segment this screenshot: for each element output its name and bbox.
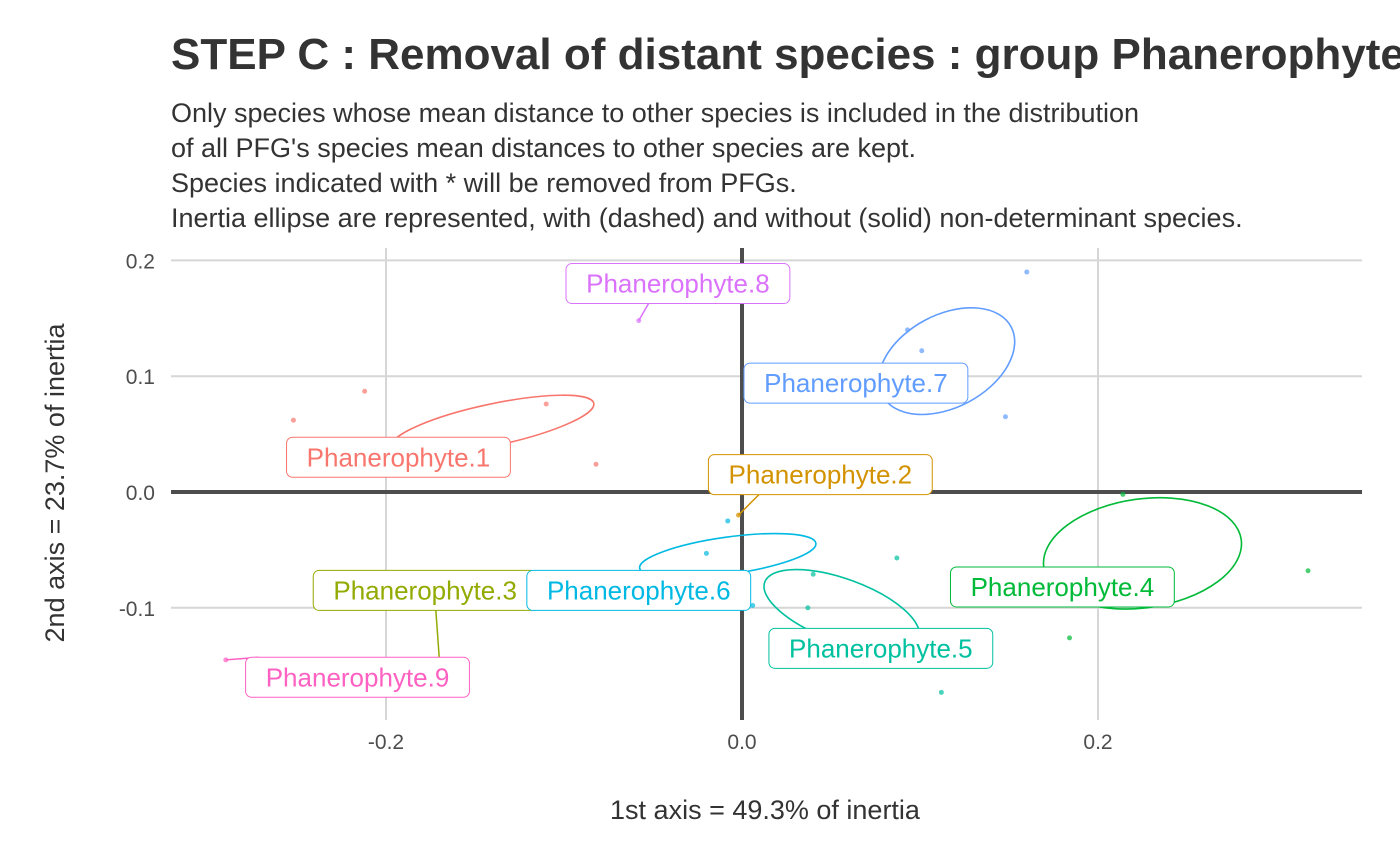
group-labels: Phanerophyte.1 Phanerophyte.2 Phanerophyte… (225, 263, 1175, 698)
species-point (1002, 414, 1008, 420)
group-label-text: Phanerophyte.5 (789, 633, 973, 663)
group-label: Phanerophyte.1 (286, 436, 511, 478)
group-label-text: Phanerophyte.3 (333, 575, 517, 605)
grid-lines (171, 248, 1362, 720)
species-point (810, 571, 816, 577)
group-label-box (949, 566, 1175, 608)
species-point (290, 417, 296, 423)
group-label: Phanerophyte.9 (245, 656, 470, 698)
label-leader-line (638, 303, 650, 321)
species-point (894, 555, 900, 561)
chart-subtitle: Only species whose mean distance to othe… (171, 96, 1243, 236)
group-label-text: Phanerophyte.1 (307, 442, 491, 472)
group-label: Phanerophyte.6 (526, 569, 752, 611)
y-tick-label: 0.0 (126, 482, 155, 505)
species-point (919, 348, 925, 354)
x-tick-label: 0.2 (1083, 731, 1112, 754)
y-tick-label: 0.1 (126, 366, 155, 389)
species-point (543, 401, 549, 407)
group-label: Phanerophyte.8 (565, 263, 791, 305)
species-point (1067, 635, 1073, 641)
species-point (1024, 269, 1030, 275)
species-point (805, 605, 811, 611)
group-label: Phanerophyte.3 (312, 569, 538, 611)
species-point (905, 327, 911, 333)
tick-labels: -0.2 0.0 0.2 0.2 0.1 0.0 -0.1 (119, 250, 1113, 754)
x-axis-title: 1st axis = 49.3% of inertia (610, 795, 921, 825)
species-point (593, 461, 599, 467)
label-leader-line (737, 494, 760, 516)
species-point (750, 602, 756, 608)
group-label-text: Phanerophyte.2 (729, 460, 913, 490)
subtitle-line-2: of all PFG's species mean distances to o… (171, 133, 917, 163)
group-label: Phanerophyte.2 (707, 454, 933, 496)
x-tick-label: -0.2 (368, 731, 404, 754)
group-label-text: Phanerophyte.6 (547, 575, 731, 605)
inertia-ellipse (877, 306, 1016, 416)
species-point (703, 550, 709, 556)
subtitle-line-3: Species indicated with * will be removed… (171, 168, 797, 198)
y-tick-label: -0.1 (119, 598, 155, 621)
group-label-box (743, 362, 969, 404)
group-label: Phanerophyte.4 (949, 566, 1175, 608)
species-point (1120, 491, 1126, 497)
group-label-box (526, 569, 752, 611)
x-tick-label: 0.0 (727, 731, 756, 754)
group-label-text: Phanerophyte.9 (266, 662, 450, 692)
y-axis-title: 2nd axis = 23.7% of inertia (40, 323, 70, 643)
chart-title: STEP C : Removal of distant species : gr… (171, 30, 1400, 79)
y-tick-label: 0.2 (126, 250, 155, 273)
group-label-box (286, 436, 511, 478)
label-leader-line (435, 610, 441, 660)
species-point (938, 689, 944, 695)
group-label-box (245, 656, 470, 698)
group-label-text: Phanerophyte.8 (586, 269, 770, 299)
group-label-box (565, 263, 791, 305)
group-label-text: Phanerophyte.7 (764, 368, 948, 398)
group-label-text: Phanerophyte.4 (971, 572, 1155, 602)
species-point (1305, 568, 1311, 574)
subtitle-line-4: Inertia ellipse are represented, with (d… (171, 203, 1243, 233)
group-label-box (768, 627, 994, 669)
species-point (362, 388, 368, 394)
subtitle-line-1: Only species whose mean distance to othe… (171, 98, 1140, 128)
group-label: Phanerophyte.7 (743, 362, 969, 404)
group-label: Phanerophyte.5 (768, 627, 994, 669)
species-point (725, 518, 731, 524)
group-label-box (707, 454, 933, 496)
